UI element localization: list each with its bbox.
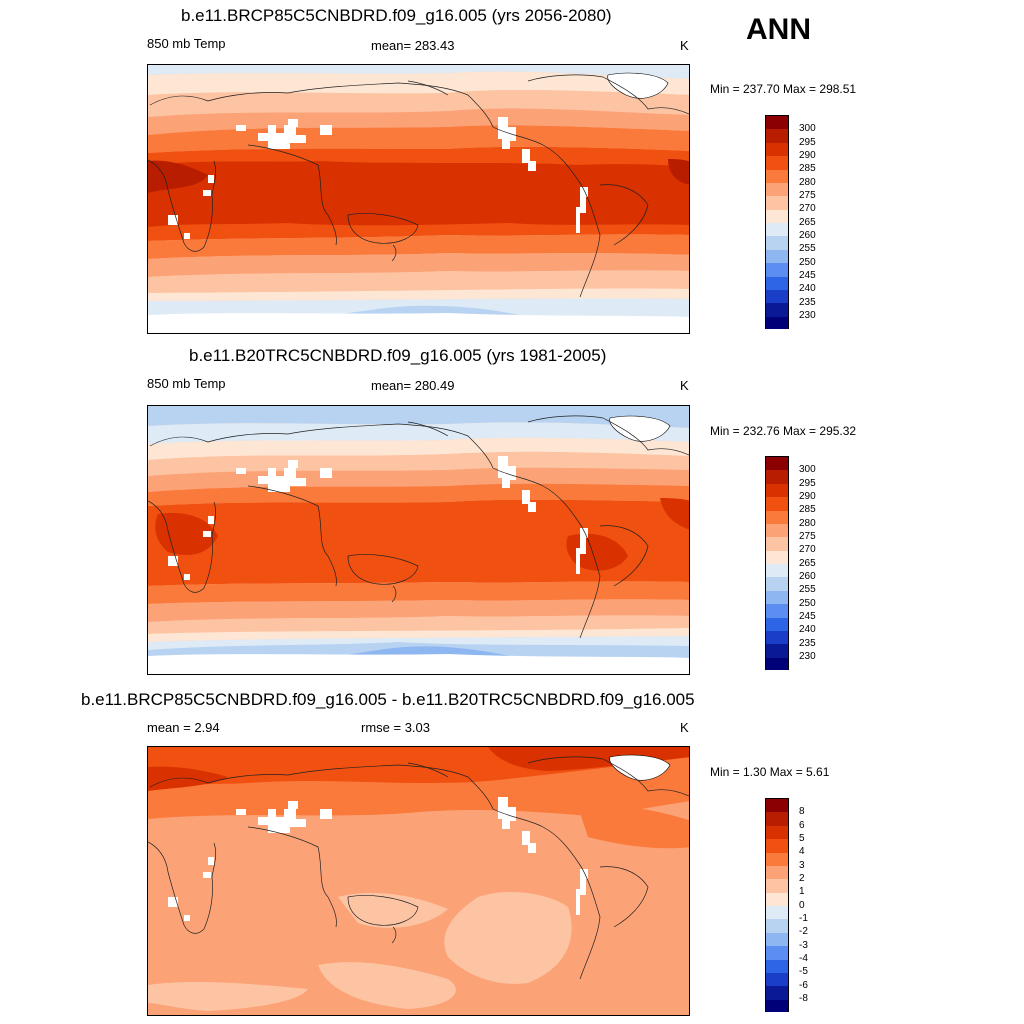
panel-1-colorbar-label: 290 (799, 150, 816, 161)
panel-3-colorbar-label: -4 (799, 953, 808, 964)
panel-1-mean-label: mean= 283.43 (371, 38, 455, 53)
panel-2-colorbar-label: 300 (799, 464, 816, 475)
panel-2-minmax: Min = 232.76 Max = 295.32 (710, 424, 857, 438)
panel-2-colorbar-label: 235 (799, 638, 816, 649)
panel-3-mean-label: mean = 2.94 (147, 720, 220, 735)
panel-1-contour-field (148, 65, 689, 333)
panel-2-colorbar-label: 275 (799, 531, 816, 542)
panel-1-colorbar-label: 275 (799, 190, 816, 201)
panel-3-title: b.e11.BRCP85C5CNBDRD.f09_g16.005 - b.e11… (81, 690, 695, 709)
panel-3-colorbar-label: -1 (799, 913, 808, 924)
panel-2-mean-label: mean= 280.49 (371, 378, 455, 393)
panel-3-map (147, 746, 690, 1016)
panel-1-colorbar-label: 250 (799, 257, 816, 268)
panel-1-colorbar-label: 270 (799, 203, 816, 214)
panel-1-colorbar-label: 235 (799, 297, 816, 308)
panel-3-colorbar-label: 5 (799, 833, 805, 844)
panel-1-colorbar-label: 265 (799, 217, 816, 228)
panel-1-colorbar-label: 280 (799, 177, 816, 188)
panel-2-colorbar-label: 270 (799, 544, 816, 555)
panel-1-map (147, 64, 690, 334)
panel-2-colorbar-label: 245 (799, 611, 816, 622)
panel-1-colorbar-label: 285 (799, 163, 816, 174)
panel-2-colorbar-label: 265 (799, 558, 816, 569)
panel-3-colorbar-label: -3 (799, 940, 808, 951)
panel-1-colorbar-label: 255 (799, 243, 816, 254)
panel-2-colorbar-label: 260 (799, 571, 816, 582)
panel-3-colorbar-label: 0 (799, 900, 805, 911)
panel-2-colorbar-label: 230 (799, 651, 816, 662)
panel-1-colorbar-label: 240 (799, 283, 816, 294)
panel-2-colorbar-label: 240 (799, 624, 816, 635)
panel-1-variable-label: 850 mb Temp (147, 36, 226, 51)
panel-3-colorbar-label: 3 (799, 860, 805, 871)
panel-3-contour-field (148, 747, 689, 1015)
panel-1-colorbar-label: 260 (799, 230, 816, 241)
panel-2-colorbar-label: 290 (799, 491, 816, 502)
panel-1-minmax: Min = 237.70 Max = 298.51 (710, 82, 857, 96)
panel-2-contour-field (148, 406, 689, 674)
panel-2-map (147, 405, 690, 675)
panel-2-title: b.e11.B20TRC5CNBDRD.f09_g16.005 (yrs 198… (189, 346, 607, 365)
panel-2-colorbar-label: 295 (799, 478, 816, 489)
panel-1-colorbar-label: 230 (799, 310, 816, 321)
panel-2-colorbar-label: 280 (799, 518, 816, 529)
panel-1-colorbar-label: 245 (799, 270, 816, 281)
panel-3-colorbar-label: -5 (799, 966, 808, 977)
panel-2-units: K (680, 378, 689, 393)
panel-1-colorbar-label: 300 (799, 123, 816, 134)
panel-3-colorbar-label: 2 (799, 873, 805, 884)
panel-3-colorbar (765, 798, 789, 1012)
panel-3-colorbar-label: -6 (799, 980, 808, 991)
panel-1-colorbar (765, 115, 789, 329)
panel-3-colorbar-label: -2 (799, 926, 808, 937)
panel-2-colorbar (765, 456, 789, 670)
panel-2-colorbar-label: 285 (799, 504, 816, 515)
panel-3-rmse-label: rmse = 3.03 (361, 720, 431, 735)
panel-3-colorbar-label: 6 (799, 820, 805, 831)
panel-3-colorbar-label: 8 (799, 806, 805, 817)
panel-1-title: b.e11.BRCP85C5CNBDRD.f09_g16.005 (yrs 20… (181, 6, 612, 25)
panel-3-colorbar-label: 1 (799, 886, 805, 897)
season-label: ANN (746, 13, 811, 46)
panel-3-units: K (680, 720, 689, 735)
panel-2-variable-label: 850 mb Temp (147, 376, 226, 391)
panel-3-colorbar-label: -8 (799, 993, 808, 1004)
panel-2-colorbar-label: 250 (799, 598, 816, 609)
panel-2-colorbar-label: 255 (799, 584, 816, 595)
panel-3-colorbar-label: 4 (799, 846, 805, 857)
panel-1-units: K (680, 38, 689, 53)
panel-3-minmax: Min = 1.30 Max = 5.61 (710, 765, 830, 779)
panel-1-colorbar-label: 295 (799, 137, 816, 148)
